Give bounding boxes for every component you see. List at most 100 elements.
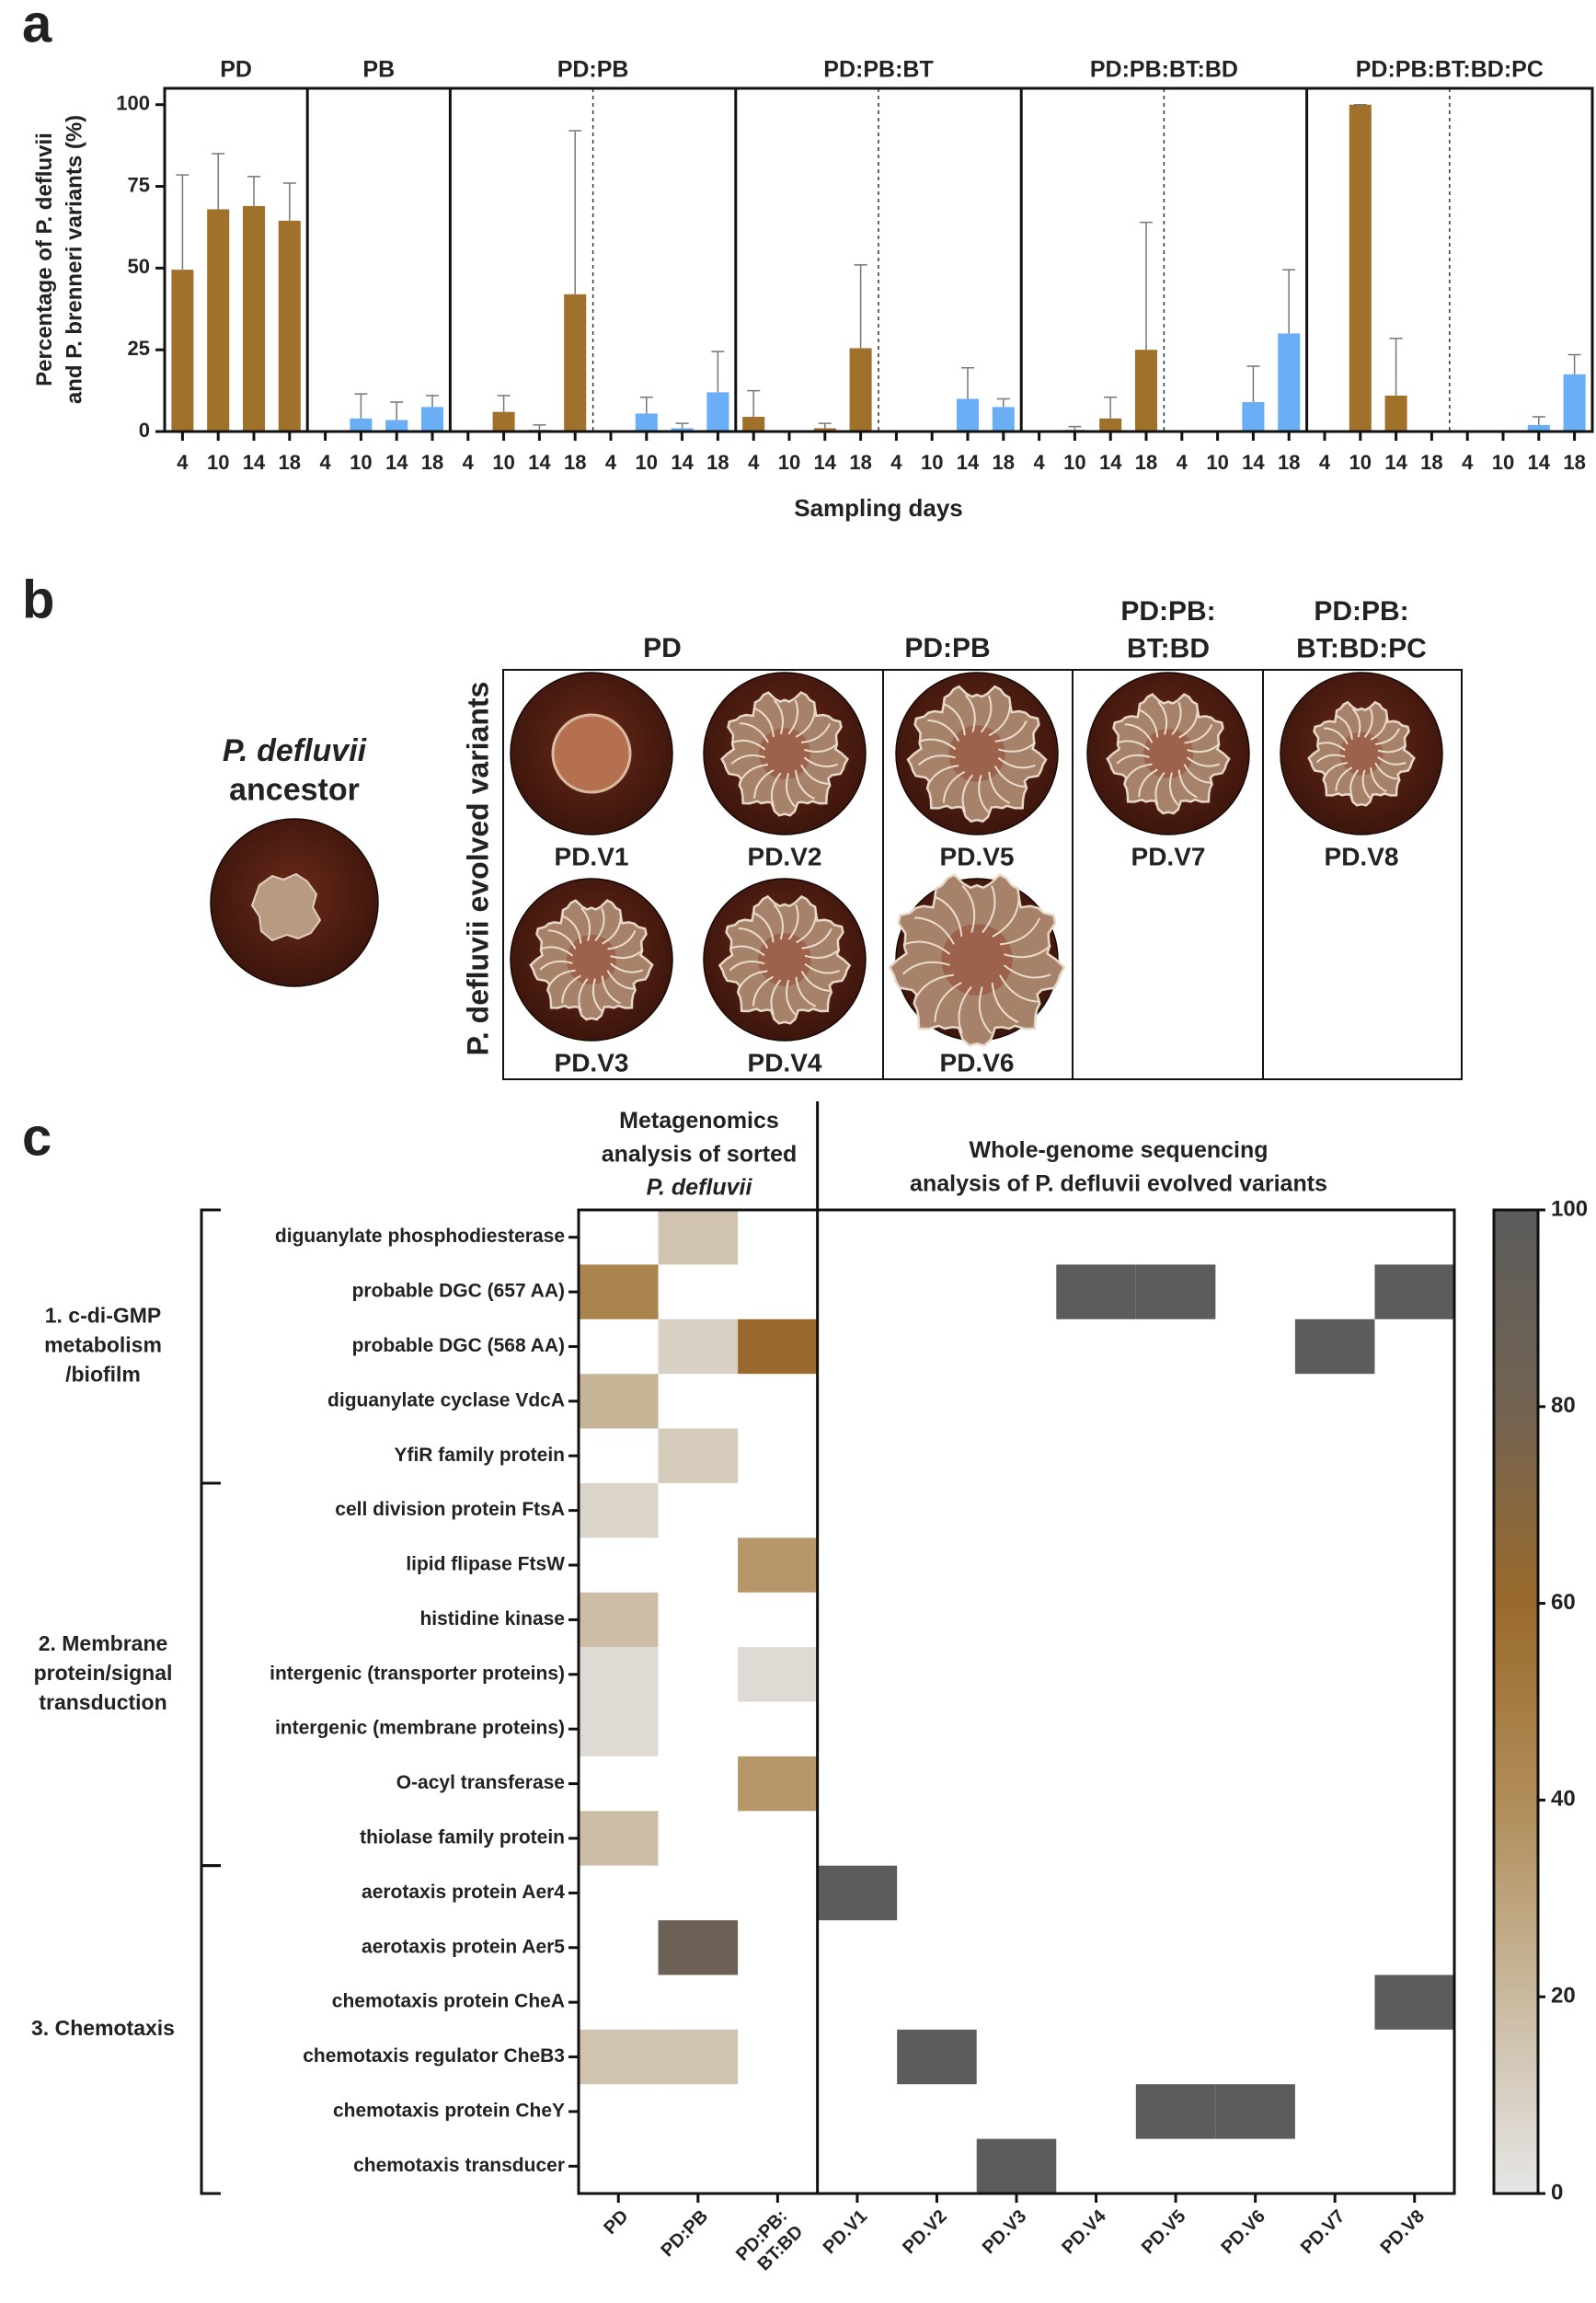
row-label: intergenic (transporter proteins) — [270, 1663, 565, 1684]
x-tick-label: 18 — [1420, 451, 1442, 474]
x-tick-label: 14 — [1528, 451, 1551, 474]
bar — [706, 392, 729, 432]
heatmap-cell — [1374, 1975, 1454, 2030]
x-tick-label: 4 — [1033, 451, 1045, 474]
row-group-label: 1. c-di-GMP metabolism/biofilm — [44, 1304, 162, 1387]
heatmap-cell — [1056, 1264, 1136, 1319]
colony-center — [941, 924, 1013, 996]
colony-wrinkles — [917, 694, 1037, 813]
row-label: chemotaxis regulator CheB3 — [303, 2045, 565, 2067]
bar — [635, 413, 658, 432]
error-bar — [818, 422, 832, 429]
x-tick-label: 18 — [564, 451, 586, 474]
error-bar — [711, 351, 725, 393]
column-label: PD.V1 — [820, 2206, 871, 2258]
column-label: PD.V8 — [1377, 2206, 1429, 2258]
bar — [1278, 333, 1301, 432]
bar — [420, 407, 444, 432]
text-line: BT:BD:PC — [1296, 633, 1427, 663]
y-tick-label: 75 — [128, 173, 150, 196]
bar — [813, 428, 836, 432]
panel-a: 0 25 50 75 100 Percentage of P. defluvii and P… — [32, 57, 1594, 522]
x-tick-label: 18 — [706, 451, 729, 474]
text-line: 2. Membrane — [39, 1631, 168, 1655]
heatmap-cell — [738, 1537, 818, 1593]
colorbar-tick-label: 60 — [1551, 1590, 1576, 1615]
x-tick-label: 4 — [463, 451, 475, 474]
text-line: P. defluvii — [223, 733, 368, 768]
row-label: chemotaxis protein CheA — [332, 1991, 565, 2012]
x-tick-label: 14 — [528, 451, 551, 474]
group-title: PD — [220, 57, 252, 83]
group-title: PD:PB — [557, 57, 629, 83]
heatmap-cell — [658, 1920, 739, 1975]
error-bar — [747, 389, 761, 418]
variant-label: PD.V6 — [940, 1048, 1015, 1077]
row-group-label: 3. Chemotaxis — [31, 2016, 175, 2040]
column-label: PD:PB — [658, 2206, 713, 2262]
text-line: Metagenomics — [619, 1108, 779, 1134]
row-label: chemotaxis transducer — [353, 2155, 565, 2176]
heatmap-cell — [1135, 2084, 1216, 2139]
error-bar — [1567, 353, 1581, 374]
row-label: chemotaxis protein CheY — [333, 2100, 565, 2121]
heatmap-cell — [658, 2029, 739, 2085]
row-label: lipid flipase FtsW — [406, 1554, 565, 1575]
row-group-label: 2. Membrane protein/signal transduction — [34, 1631, 173, 1714]
row-group-bracket — [200, 1481, 221, 1868]
column-label: PD.V2 — [899, 2206, 950, 2258]
x-tick-label: 10 — [778, 451, 800, 474]
colony-center — [1143, 729, 1193, 778]
column-label: PD:PB:BT:BD — [732, 2206, 807, 2281]
x-tick-label: 10 — [1206, 451, 1228, 474]
ancestor-label: P. defluvii ancestor — [223, 733, 368, 808]
x-tick-label: 4 — [1319, 451, 1331, 474]
error-bar — [426, 395, 439, 408]
heatmap-cell — [579, 1701, 659, 1756]
colony-center — [948, 725, 1005, 782]
bar — [956, 398, 980, 432]
error-bar — [282, 182, 296, 221]
row-label: thiolase family protein — [360, 1827, 565, 1848]
bar — [671, 428, 694, 432]
ancestor-plate — [210, 818, 379, 987]
x-tick-label: 14 — [957, 451, 980, 474]
x-tick-label: 14 — [1242, 451, 1265, 474]
text-line: PD:PB: — [1120, 596, 1215, 627]
panel-label: b — [22, 570, 54, 629]
group-title: PD:PB:BT — [823, 57, 933, 83]
variant-label: PD.V1 — [555, 842, 629, 870]
x-tick-label: 10 — [1063, 451, 1085, 474]
x-tick-label: 4 — [1177, 451, 1188, 474]
heatmap-cell — [658, 1428, 739, 1483]
bar — [242, 205, 266, 432]
variant-label: PD.V8 — [1325, 842, 1399, 870]
error-bar — [1532, 416, 1545, 425]
group-title: PD:PB:BT:BD — [1090, 57, 1238, 83]
bar — [278, 220, 301, 432]
y-axis-label: Percentage of P. defluvii and P. brenneri… — [32, 115, 86, 404]
x-tick-label: 18 — [1135, 451, 1157, 474]
x-tick-label: 10 — [350, 451, 372, 474]
bar — [1349, 104, 1372, 432]
text-line: /biofilm — [65, 1363, 141, 1387]
x-tick-label: 18 — [279, 451, 301, 474]
plate-frame — [502, 669, 1463, 1080]
variant-label: PD.V3 — [555, 1048, 629, 1077]
colony-center — [1339, 731, 1384, 776]
colorbar-tick-label: 100 — [1551, 1196, 1588, 1221]
colony-wrinkles — [539, 907, 644, 1012]
row-label: O-acyl transferase — [396, 1772, 565, 1793]
colony-wrinkles — [729, 904, 841, 1016]
heatmap-cell — [579, 1264, 659, 1319]
heatmap-cell — [897, 2029, 977, 2085]
colorbar-tick-label: 0 — [1551, 2180, 1563, 2205]
colorbar-tick-label: 20 — [1551, 1984, 1576, 2009]
text-line: protein/signal — [34, 1661, 173, 1685]
x-tick-label: 10 — [636, 451, 658, 474]
bar — [385, 420, 408, 432]
row-group-bracket — [200, 1864, 221, 2195]
x-tick-label: 10 — [1492, 451, 1514, 474]
heatmap-cell — [1215, 2084, 1295, 2139]
colony-wrinkles — [1315, 708, 1407, 800]
